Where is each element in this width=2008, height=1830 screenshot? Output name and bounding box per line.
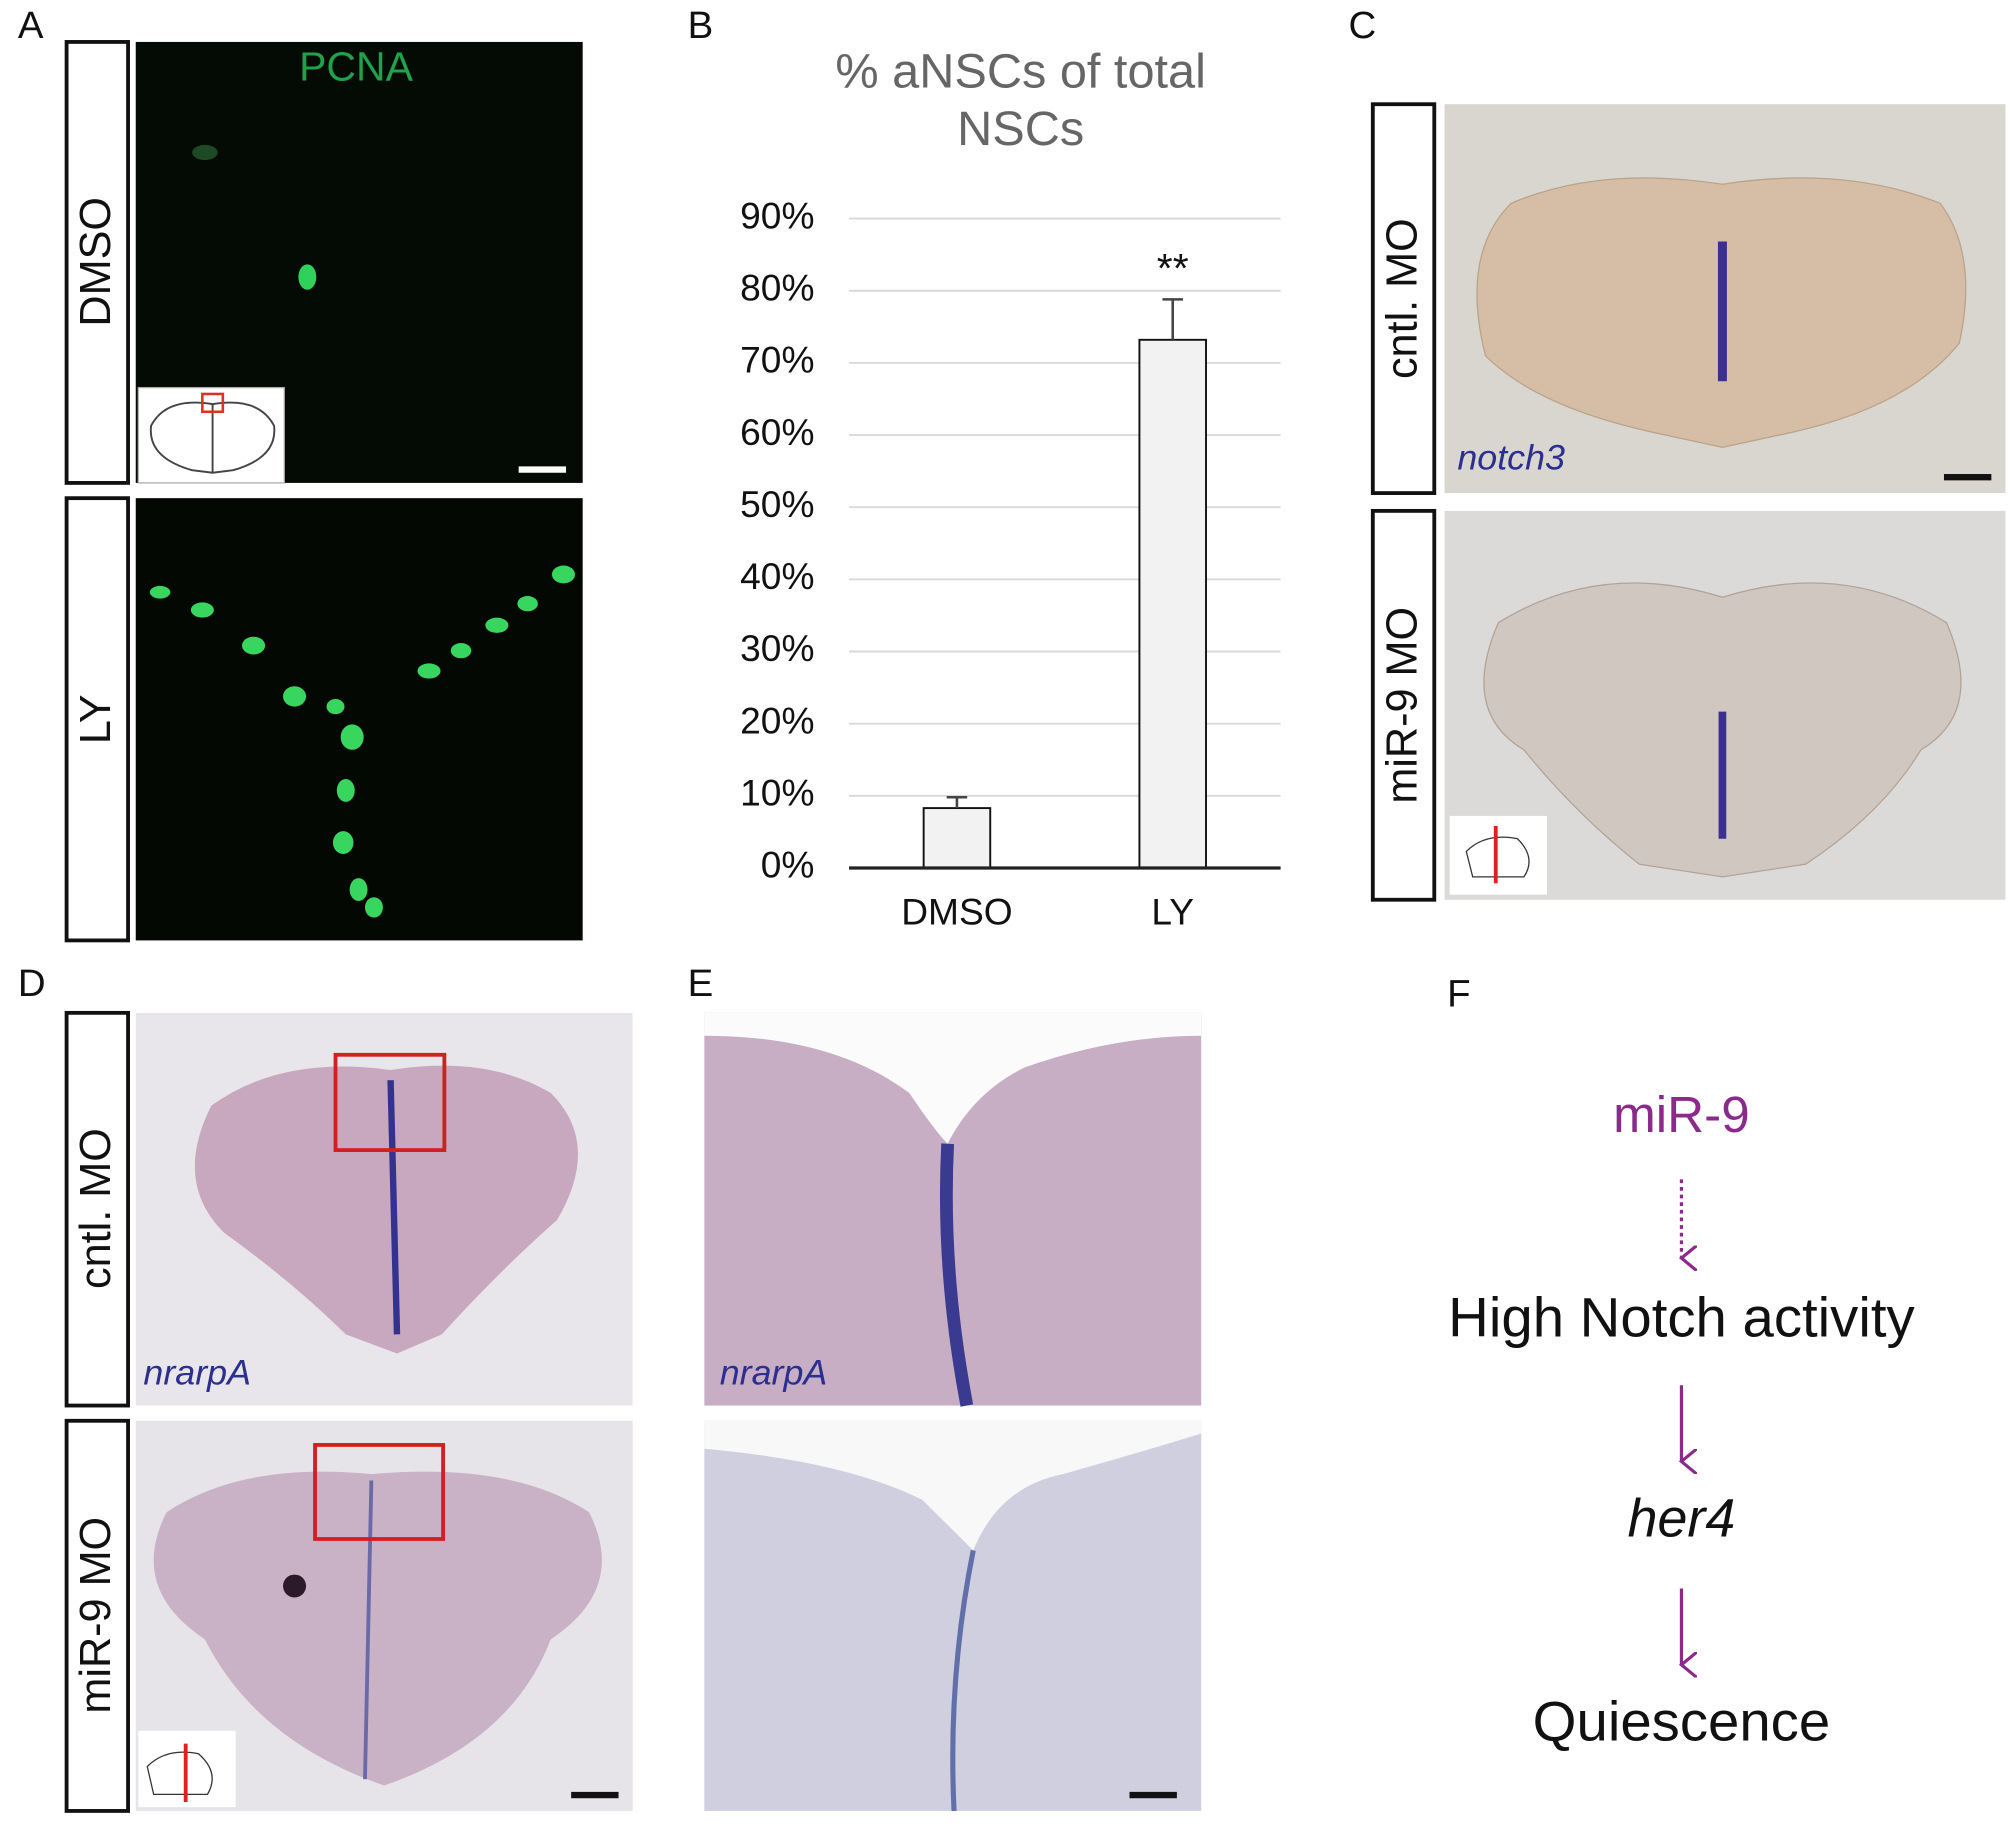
bar xyxy=(922,807,992,869)
x-tick-label: DMSO xyxy=(901,892,1012,933)
panel-label: C xyxy=(1348,4,1376,47)
y-tick-label: 10% xyxy=(740,773,814,814)
row-box xyxy=(64,496,130,943)
row-box xyxy=(64,1418,130,1813)
y-tick-label: 80% xyxy=(740,268,814,309)
chart: 0% 10% 20% 30% 40% 50% 60% 70% 80% 90% DMSO LY ** xyxy=(740,195,1281,933)
micrograph xyxy=(1444,104,2006,494)
annotation: ** xyxy=(1157,245,1189,291)
micrograph xyxy=(704,1012,1202,1407)
chart-title-box: % aNSCs of total NSCs xyxy=(835,45,1206,157)
y-tick-label: 40% xyxy=(740,556,814,597)
micrograph xyxy=(704,1420,1202,1812)
panel-label: A xyxy=(18,4,44,47)
row-label: miR-9 MO xyxy=(72,1517,120,1714)
panel-label: B xyxy=(688,4,714,47)
row-label: DMSO xyxy=(72,197,120,327)
panel-label: E xyxy=(688,962,714,1005)
pathway-step: miR-9 xyxy=(1613,1086,1750,1143)
y-tick-label: 70% xyxy=(740,340,814,381)
micrograph xyxy=(135,498,583,941)
micrograph xyxy=(135,1012,633,1406)
row-box xyxy=(64,40,130,485)
panel-label: D xyxy=(18,962,46,1005)
stain-label: PCNA xyxy=(299,44,414,90)
pathway-step: Quiescence xyxy=(1533,1690,1831,1753)
gene-label: nrarpA xyxy=(720,1353,828,1393)
row-box xyxy=(1370,102,1437,495)
bar xyxy=(1138,338,1207,869)
row-label: cntl. MO xyxy=(1378,218,1426,379)
row-box xyxy=(1370,508,1437,902)
row-label: LY xyxy=(72,694,120,744)
y-tick-label: 20% xyxy=(740,701,814,742)
gene-label: nrarpA xyxy=(143,1353,251,1393)
micrograph xyxy=(1444,510,2006,900)
row-label: cntl. MO xyxy=(72,1128,120,1289)
pathway-step: her4 xyxy=(1628,1489,1736,1549)
y-tick-label: 30% xyxy=(740,628,814,669)
pathway-step: High Notch activity xyxy=(1448,1286,1915,1349)
gene-label: notch3 xyxy=(1457,438,1565,478)
micrograph xyxy=(135,41,583,484)
micrograph xyxy=(135,1420,633,1811)
y-tick-label: 0% xyxy=(761,845,815,886)
chart-title: % aNSCs of total NSCs xyxy=(835,45,1206,157)
y-tick-label: 60% xyxy=(740,412,814,453)
y-tick-label: 90% xyxy=(740,195,814,236)
row-label: miR-9 MO xyxy=(1378,607,1426,804)
x-tick-label: LY xyxy=(1151,892,1194,933)
row-box xyxy=(64,1010,130,1408)
panel-label: F xyxy=(1447,973,1470,1016)
y-tick-label: 50% xyxy=(740,484,814,525)
